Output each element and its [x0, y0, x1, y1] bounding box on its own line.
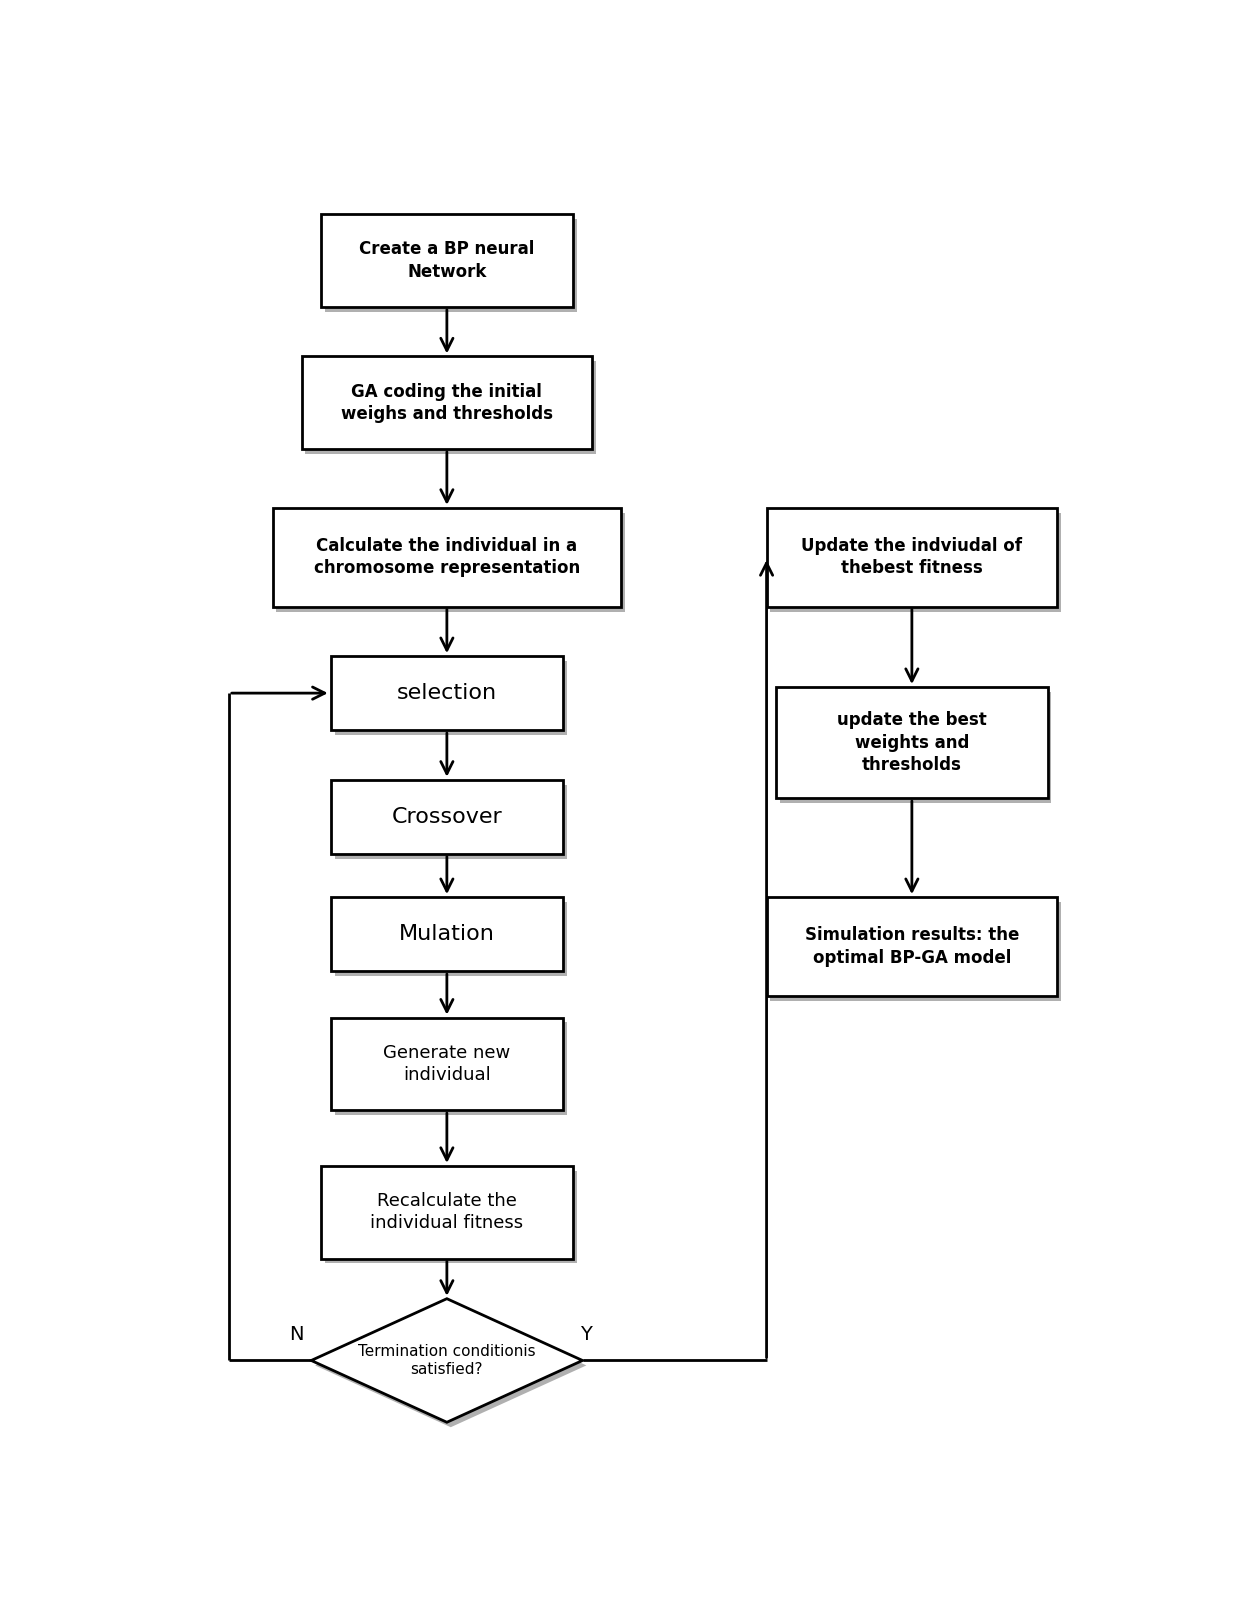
Text: Mulation: Mulation: [399, 924, 495, 944]
FancyBboxPatch shape: [325, 220, 576, 311]
FancyBboxPatch shape: [335, 661, 568, 735]
Text: Crossover: Crossover: [391, 807, 502, 827]
Text: GA coding the initial
weighs and thresholds: GA coding the initial weighs and thresho…: [341, 382, 552, 422]
FancyBboxPatch shape: [770, 512, 1061, 612]
FancyBboxPatch shape: [335, 785, 568, 859]
Text: Termination conditionis
satisfied?: Termination conditionis satisfied?: [357, 1343, 536, 1377]
FancyBboxPatch shape: [776, 687, 1048, 798]
Text: N: N: [290, 1326, 304, 1343]
FancyBboxPatch shape: [330, 897, 562, 971]
FancyBboxPatch shape: [325, 1170, 576, 1263]
Text: Simulation results: the
optimal BP-GA model: Simulation results: the optimal BP-GA mo…: [805, 926, 1019, 966]
FancyBboxPatch shape: [766, 507, 1058, 607]
FancyBboxPatch shape: [330, 780, 562, 854]
FancyBboxPatch shape: [272, 507, 621, 607]
Text: Y: Y: [580, 1326, 592, 1343]
FancyBboxPatch shape: [301, 356, 592, 449]
FancyBboxPatch shape: [321, 1165, 572, 1258]
Text: Update the indviudal of
thebest fitness: Update the indviudal of thebest fitness: [801, 538, 1022, 578]
FancyBboxPatch shape: [305, 361, 596, 454]
Text: update the best
weights and
thresholds: update the best weights and thresholds: [838, 711, 986, 774]
FancyBboxPatch shape: [335, 902, 568, 976]
FancyBboxPatch shape: [335, 1022, 568, 1115]
FancyBboxPatch shape: [780, 692, 1051, 802]
Polygon shape: [315, 1303, 586, 1427]
Text: Generate new
individual: Generate new individual: [384, 1043, 510, 1083]
Polygon shape: [311, 1298, 582, 1422]
Text: Create a BP neural
Network: Create a BP neural Network: [359, 241, 535, 281]
FancyBboxPatch shape: [330, 1018, 562, 1111]
Text: Calculate the individual in a
chromosome representation: Calculate the individual in a chromosome…: [314, 538, 580, 578]
FancyBboxPatch shape: [770, 902, 1061, 1002]
Text: Recalculate the
individual fitness: Recalculate the individual fitness: [370, 1193, 524, 1233]
FancyBboxPatch shape: [330, 656, 562, 730]
FancyBboxPatch shape: [321, 213, 572, 307]
Text: selection: selection: [396, 684, 498, 703]
FancyBboxPatch shape: [766, 897, 1058, 995]
FancyBboxPatch shape: [276, 512, 625, 612]
